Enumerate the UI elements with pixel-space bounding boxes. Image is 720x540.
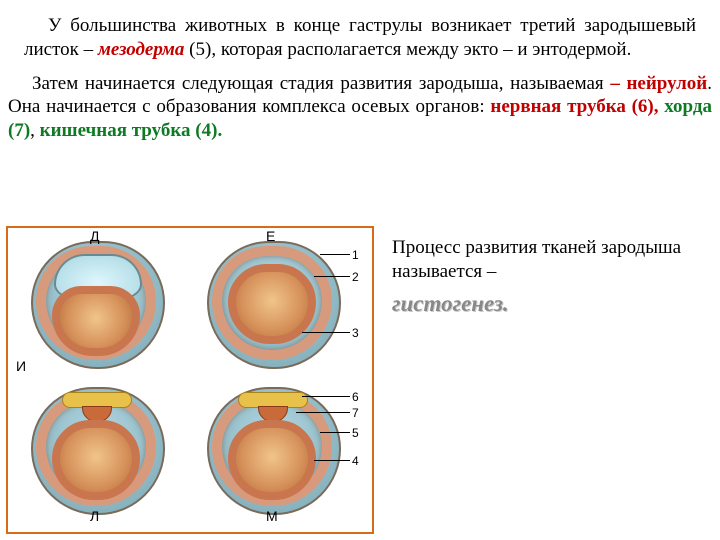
term-neural-tube: нервная трубка (6)	[490, 96, 653, 117]
diagram-frame: Д Е 1 2 3 И Л	[6, 226, 374, 534]
p2-text-1: Затем начинается следующая стадия развит…	[32, 73, 610, 94]
num-2: 2	[352, 270, 359, 285]
period: .	[217, 120, 222, 141]
p1-text-2: (5), которая располагается между экто – …	[184, 39, 631, 60]
comma1: ,	[654, 96, 665, 117]
comma2: ,	[30, 120, 40, 141]
letter-tr: Е	[266, 228, 275, 246]
letter-mid: И	[16, 358, 26, 376]
num-1: 1	[352, 248, 359, 263]
letter-bl: Л	[90, 508, 99, 526]
gastrula-bl: Л	[26, 382, 166, 514]
letter-br: М	[266, 508, 278, 526]
diagram-area: Д Е 1 2 3 И Л	[10, 230, 370, 518]
term-neurula: нейрулой	[626, 73, 707, 94]
num-3: 3	[352, 326, 359, 341]
num-5: 5	[352, 426, 359, 441]
num-4: 4	[352, 454, 359, 469]
term-histogenesis: гистогенез.	[392, 290, 712, 319]
paragraph-1: У большинства животных в конце гаструлы …	[0, 0, 720, 62]
num-6: 6	[352, 390, 359, 405]
gastrula-tr: Е 1 2 3	[202, 236, 342, 368]
right-caption: Процесс развития тканей зародыша называе…	[392, 236, 712, 318]
term-gut-tube: кишечная трубка (4)	[40, 120, 218, 141]
paragraph-2: Затем начинается следующая стадия развит…	[0, 62, 720, 143]
gastrula-br: М 6 7 5 4	[202, 382, 342, 514]
dash: –	[610, 73, 626, 94]
letter-tl: Д	[90, 228, 99, 246]
right-line1: Процесс развития тканей зародыша называе…	[392, 236, 712, 284]
term-mesoderm: мезодерма	[98, 39, 185, 60]
num-7: 7	[352, 406, 359, 421]
gastrula-tl: Д	[26, 236, 166, 368]
